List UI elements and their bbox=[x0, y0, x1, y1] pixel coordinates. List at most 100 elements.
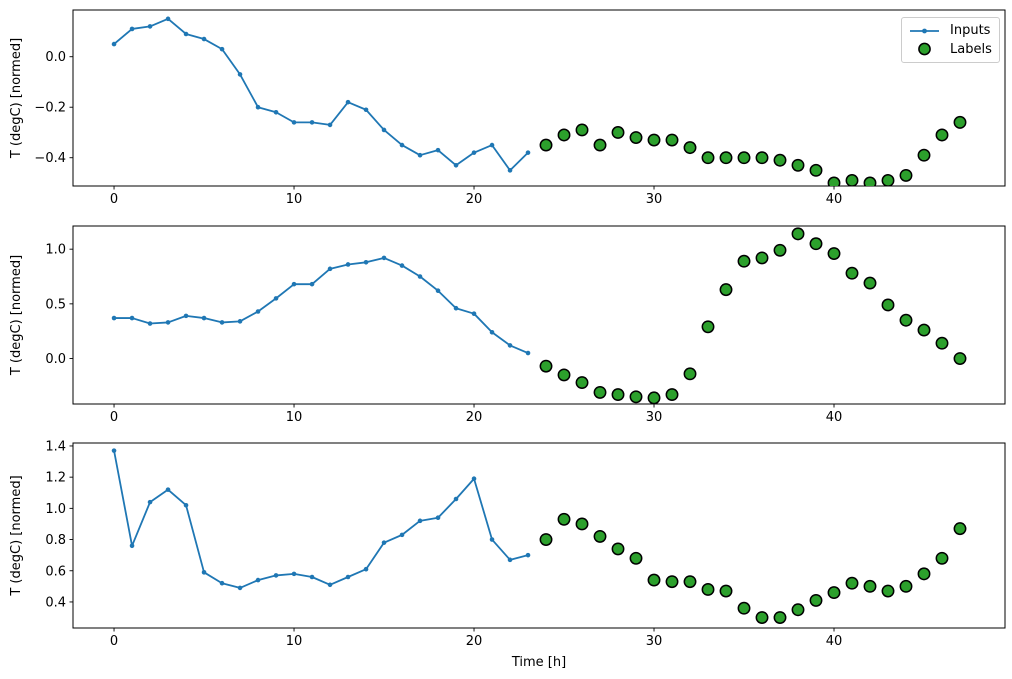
labels-point bbox=[899, 168, 913, 182]
labels-point bbox=[755, 151, 769, 165]
inputs-point bbox=[183, 31, 189, 37]
labels-point bbox=[755, 251, 769, 265]
x-tick-label: 0 bbox=[110, 634, 118, 649]
inputs-point bbox=[417, 274, 423, 279]
y-axis-label: T (degC) [normed] bbox=[9, 38, 24, 159]
labels-point bbox=[665, 133, 679, 147]
y-tick-label: −0.2 bbox=[34, 101, 66, 116]
inputs-point bbox=[417, 152, 423, 158]
inputs-point bbox=[111, 41, 117, 47]
labels-point bbox=[683, 575, 697, 589]
y-tick-label: 0.0 bbox=[45, 50, 66, 65]
labels-point bbox=[953, 115, 967, 129]
labels-point bbox=[575, 123, 589, 137]
inputs-point bbox=[165, 487, 171, 492]
labels-point bbox=[953, 522, 967, 536]
x-tick-label: 10 bbox=[286, 192, 303, 207]
inputs-line bbox=[114, 257, 529, 354]
labels-point bbox=[935, 336, 949, 350]
inputs-point bbox=[273, 573, 279, 578]
labels-point bbox=[719, 283, 733, 297]
inputs-point bbox=[507, 557, 513, 563]
inputs-point bbox=[255, 577, 261, 583]
legend-entry-inputs: Inputs bbox=[908, 23, 993, 39]
labels-point bbox=[809, 593, 823, 607]
x-tick-label: 20 bbox=[466, 410, 483, 425]
labels-point bbox=[899, 579, 913, 593]
inputs-point bbox=[363, 107, 369, 113]
labels-point bbox=[863, 579, 877, 593]
y-axis-label: T (degC) [normed] bbox=[9, 475, 24, 596]
inputs-point bbox=[147, 499, 153, 505]
labels-point bbox=[701, 151, 715, 165]
labels-point bbox=[917, 567, 931, 581]
labels-point bbox=[593, 138, 607, 152]
x-axis-label: Time [h] bbox=[511, 655, 566, 670]
axes-frame-1 bbox=[72, 9, 1006, 187]
x-tick-label: 40 bbox=[826, 192, 843, 207]
labels-point bbox=[683, 141, 697, 155]
series-labels-1 bbox=[539, 115, 967, 186]
x-tick-label: 30 bbox=[646, 634, 663, 649]
inputs-point bbox=[129, 543, 135, 549]
inputs-point bbox=[219, 580, 225, 586]
labels-point bbox=[593, 385, 607, 399]
inputs-point bbox=[165, 320, 171, 325]
inputs-point bbox=[399, 142, 405, 148]
inputs-point bbox=[525, 150, 531, 155]
y-tick-label: 0.6 bbox=[45, 564, 66, 579]
labels-point bbox=[791, 227, 805, 241]
inputs-point bbox=[345, 99, 351, 105]
labels-point bbox=[629, 131, 643, 144]
inputs-line bbox=[113, 450, 529, 589]
x-tick-label: 40 bbox=[826, 634, 843, 649]
labels-point bbox=[863, 276, 877, 290]
inputs-point bbox=[507, 168, 513, 173]
inputs-point bbox=[291, 281, 297, 287]
labels-point bbox=[953, 352, 967, 365]
labels-point bbox=[755, 611, 769, 624]
labels-point bbox=[737, 151, 751, 165]
legend-box: Inputs Labels bbox=[901, 17, 1000, 63]
labels-point bbox=[791, 158, 805, 172]
inputs-point bbox=[201, 315, 207, 321]
labels-point bbox=[665, 388, 679, 402]
labels-point bbox=[575, 376, 589, 390]
x-tick-label: 0 bbox=[110, 192, 118, 207]
series-inputs-3 bbox=[111, 448, 531, 591]
axes-frame-3 bbox=[72, 442, 1006, 629]
inputs-point bbox=[345, 262, 351, 267]
inputs-point bbox=[381, 127, 387, 133]
labels-point bbox=[827, 176, 841, 186]
inputs-point bbox=[345, 574, 351, 580]
labels-point bbox=[827, 247, 841, 261]
y-axis-label: T (degC) [normed] bbox=[9, 255, 24, 376]
labels-point bbox=[845, 576, 859, 590]
inputs-point bbox=[165, 16, 171, 22]
x-tick-label: 10 bbox=[286, 634, 303, 649]
x-tick-label: 30 bbox=[646, 192, 663, 207]
y-tick-label: 0.5 bbox=[45, 297, 66, 312]
axes-frame-2 bbox=[72, 225, 1006, 405]
inputs-point bbox=[453, 305, 459, 311]
labels-point bbox=[737, 254, 751, 268]
inputs-line-sample-icon bbox=[910, 28, 939, 34]
inputs-point bbox=[507, 343, 513, 348]
x-tick-label: 0 bbox=[110, 410, 118, 425]
labels-point bbox=[809, 163, 823, 177]
labels-point bbox=[935, 551, 949, 565]
labels-point bbox=[629, 551, 643, 565]
x-tick-label: 10 bbox=[286, 410, 303, 425]
labels-point bbox=[647, 391, 661, 404]
x-tick-label: 30 bbox=[646, 410, 663, 425]
inputs-point bbox=[525, 350, 531, 356]
labels-point bbox=[647, 133, 661, 147]
labels-point bbox=[719, 151, 733, 165]
legend-label-inputs: Inputs bbox=[950, 23, 991, 39]
series-inputs-1 bbox=[111, 16, 531, 173]
labels-point bbox=[737, 601, 751, 615]
y-tick-label: 1.4 bbox=[45, 439, 66, 454]
series-labels-3 bbox=[539, 512, 967, 624]
y-tick-label: 0.8 bbox=[45, 533, 66, 548]
